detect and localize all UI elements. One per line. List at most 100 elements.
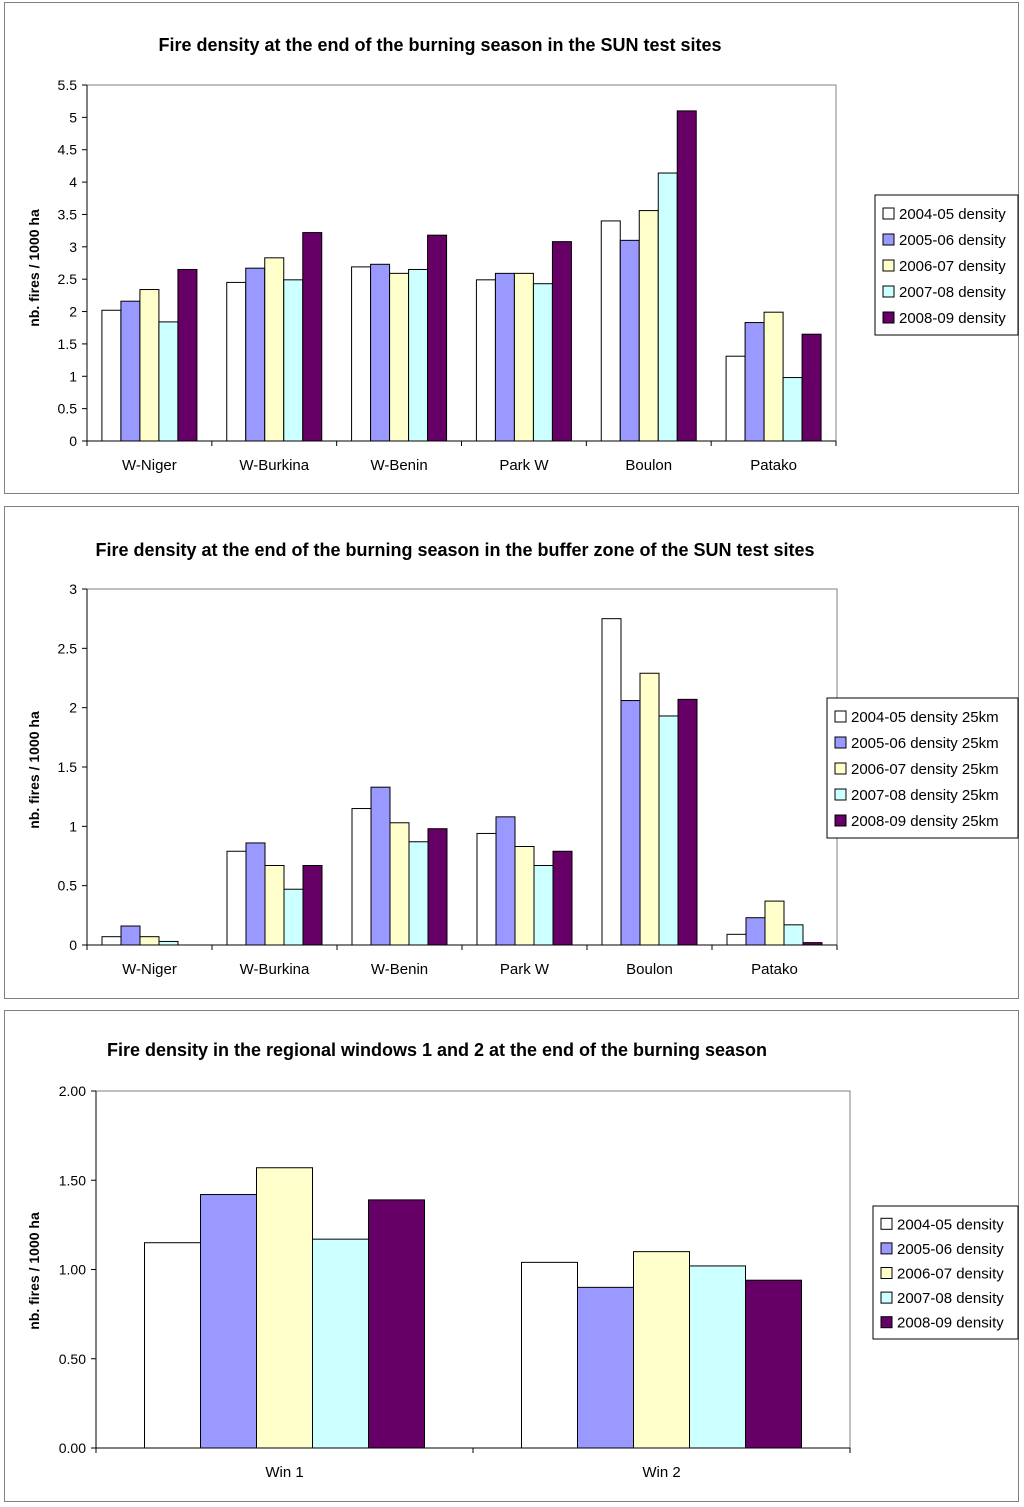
legend-label: 2006-07 density	[899, 258, 1006, 275]
bar	[427, 234, 448, 442]
bar	[408, 268, 429, 442]
bar	[139, 289, 160, 442]
bar	[245, 842, 266, 946]
y-tick-label: 2	[69, 304, 77, 320]
x-tick-label: Win 1	[265, 1464, 303, 1481]
bar	[552, 850, 573, 946]
legend-swatch	[880, 1316, 893, 1329]
bar	[676, 110, 697, 442]
legend-swatch	[834, 788, 847, 801]
bar	[283, 888, 304, 946]
bar	[476, 832, 497, 946]
bar	[370, 786, 391, 946]
legend-swatch	[834, 710, 847, 723]
bar	[532, 283, 553, 442]
bar	[657, 172, 678, 442]
x-tick-label: W-Benin	[371, 961, 428, 978]
bar	[144, 1242, 201, 1449]
bar	[600, 220, 621, 442]
bar	[427, 828, 448, 946]
legend-swatch	[880, 1242, 893, 1255]
x-tick-label: Win 2	[642, 1464, 680, 1481]
bar	[495, 816, 516, 946]
bar	[801, 333, 822, 442]
chart-2-title: Fire density at the end of the burning s…	[95, 540, 814, 560]
y-tick-label: 2.00	[59, 1083, 86, 1099]
legend-swatch	[882, 207, 895, 220]
x-tick-label: W-Niger	[122, 457, 177, 474]
chart-1-ylabel: nb. fires / 1000 ha	[26, 209, 42, 327]
y-tick-label: 5.5	[58, 77, 78, 93]
bar	[620, 700, 641, 946]
bar	[351, 266, 372, 442]
bar	[226, 850, 247, 946]
legend-label: 2004-05 density 25km	[851, 709, 999, 726]
bar	[514, 846, 535, 946]
bar	[745, 1279, 802, 1449]
chart-1: Fire density at the end of the burning s…	[26, 35, 1019, 474]
legend-label: 2007-08 density 25km	[851, 787, 999, 804]
x-tick-label: Boulon	[625, 457, 672, 474]
bar	[744, 322, 765, 442]
legend-label: 2008-09 density	[899, 310, 1006, 327]
x-tick-label: W-Benin	[370, 457, 427, 474]
x-tick-label: Boulon	[626, 961, 673, 978]
y-tick-label: 2	[69, 700, 77, 716]
bar	[200, 1194, 257, 1449]
bar	[389, 272, 410, 442]
legend	[872, 1205, 1019, 1340]
legend-swatch	[880, 1217, 893, 1230]
bar	[177, 268, 198, 442]
bar	[158, 940, 179, 946]
chart-3: Fire density in the regional windows 1 a…	[26, 1040, 1019, 1481]
bar	[521, 1261, 578, 1449]
x-tick-label: W-Niger	[122, 961, 177, 978]
y-tick-label: 3	[69, 581, 77, 597]
y-tick-label: 0.00	[59, 1440, 86, 1456]
legend-swatch	[834, 762, 847, 775]
y-tick-label: 1.5	[58, 336, 78, 352]
bar	[513, 272, 534, 442]
bar	[533, 864, 554, 946]
legend	[874, 194, 1019, 336]
bar	[256, 1167, 313, 1449]
legend-label: 2004-05 density	[897, 1216, 1004, 1233]
bar	[370, 263, 391, 442]
legend-swatch	[882, 311, 895, 324]
y-tick-label: 3.5	[58, 206, 78, 222]
bar	[139, 936, 160, 946]
bar	[689, 1265, 746, 1449]
legend-label: 2004-05 density	[899, 206, 1006, 223]
bar	[283, 279, 304, 442]
y-tick-label: 1.50	[59, 1172, 86, 1188]
bar	[158, 321, 179, 442]
bar	[101, 936, 122, 946]
chart-2-ylabel: nb. fires / 1000 ha	[26, 711, 42, 829]
bar	[783, 924, 804, 946]
legend-label: 2006-07 density	[897, 1266, 1004, 1283]
y-tick-label: 1	[69, 818, 77, 834]
bar	[264, 864, 285, 946]
x-tick-label: W-Burkina	[239, 457, 309, 474]
bar	[101, 309, 122, 442]
y-tick-label: 0.5	[58, 878, 78, 894]
y-tick-label: 0	[69, 433, 77, 449]
y-tick-label: 0.5	[58, 401, 78, 417]
y-tick-label: 2.5	[58, 271, 78, 287]
bar	[639, 672, 660, 946]
y-tick-label: 3	[69, 239, 77, 255]
legend-label: 2008-09 density	[897, 1315, 1004, 1332]
legend-label: 2008-09 density 25km	[851, 813, 999, 830]
bar	[494, 272, 515, 442]
bar	[408, 841, 429, 946]
bar	[677, 698, 698, 946]
bar	[120, 925, 141, 946]
bar	[745, 917, 766, 946]
bar	[312, 1238, 369, 1449]
x-tick-label: Park W	[499, 457, 549, 474]
bar	[802, 942, 823, 946]
bar	[782, 377, 803, 442]
legend-label: 2005-06 density	[897, 1241, 1004, 1258]
bar	[389, 822, 410, 946]
chart-panel-1: Fire density at the end of the burning s…	[4, 2, 1019, 494]
